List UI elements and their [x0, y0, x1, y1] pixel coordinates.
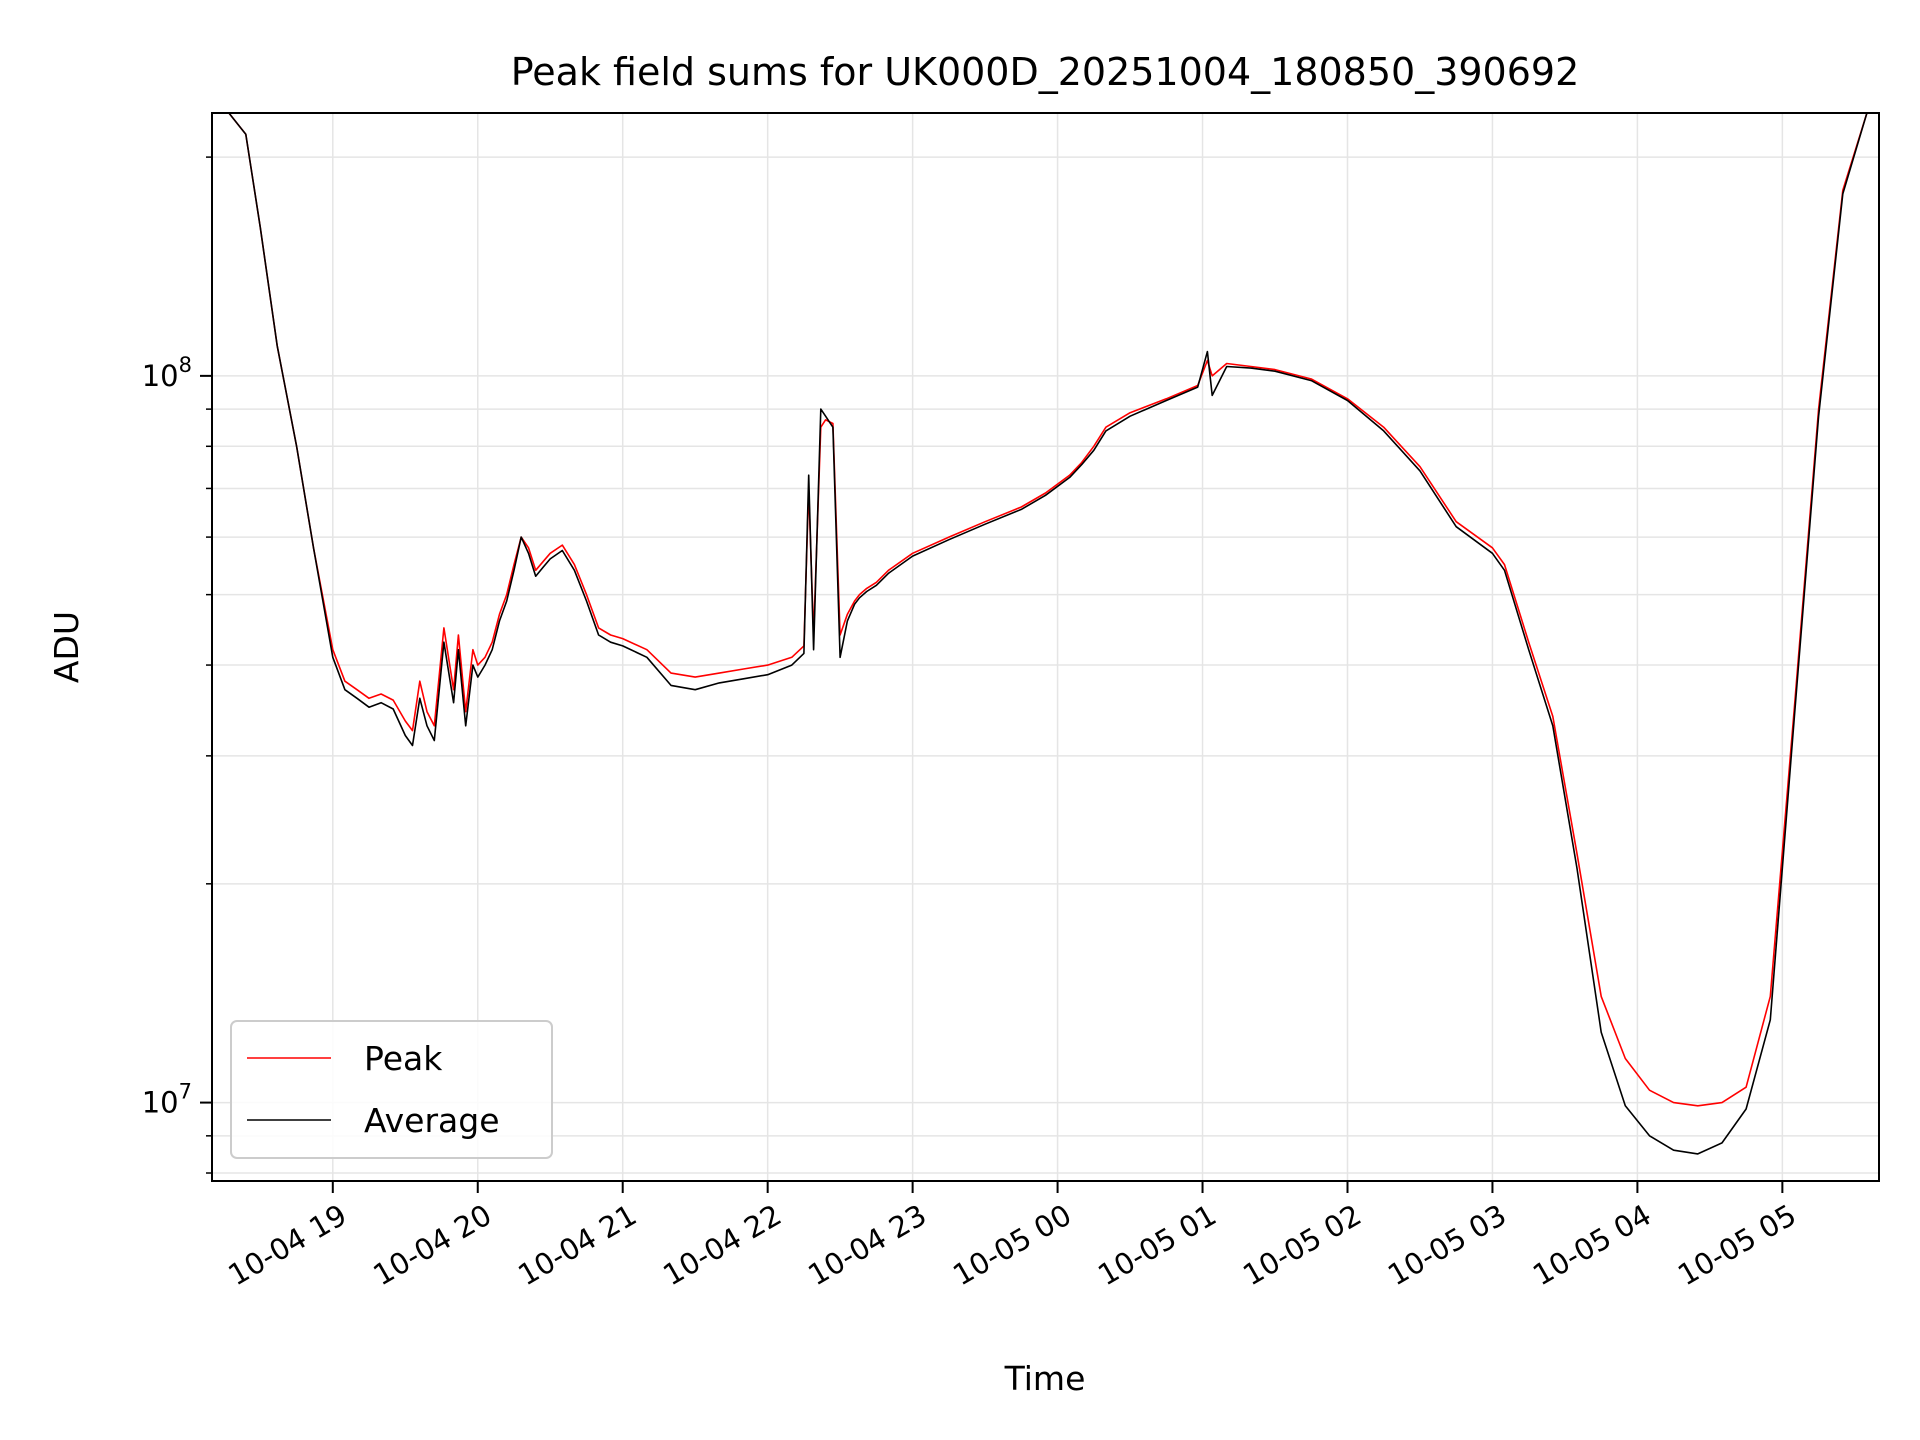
- chart-title: Peak field sums for UK000D_20251004_1808…: [511, 50, 1580, 94]
- y-axis-label: ADU: [47, 611, 86, 683]
- series-line-average: [212, 113, 1868, 1155]
- y-tick-exponent: 7: [179, 1080, 192, 1104]
- legend-label-peak: Peak: [364, 1039, 443, 1078]
- plot-frame: [211, 112, 1880, 1182]
- y-tick-exponent: 8: [179, 353, 192, 377]
- y-tick-label: 107: [142, 1080, 192, 1120]
- y-tick-label: 108: [142, 353, 192, 393]
- y-tick-base: 10: [142, 359, 179, 393]
- x-axis-label: Time: [1004, 1359, 1086, 1398]
- legend-box: [230, 1020, 553, 1159]
- series-layer: [212, 113, 1868, 1155]
- y-tick-base: 10: [142, 1086, 179, 1120]
- legend: Peak Average: [230, 1020, 553, 1159]
- legend-label-average: Average: [364, 1101, 500, 1140]
- grid: [212, 113, 1879, 1181]
